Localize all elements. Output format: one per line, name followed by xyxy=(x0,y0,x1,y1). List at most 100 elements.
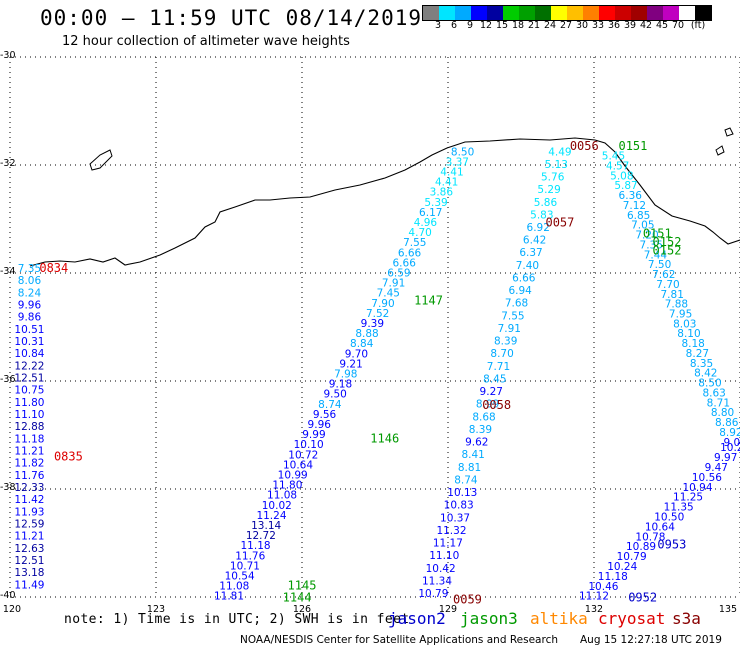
pass-time-label: 1147 xyxy=(414,293,443,307)
wave-height-value: 11.76 xyxy=(235,550,265,562)
legend-swatch xyxy=(439,5,455,21)
wave-height-value: 7.71 xyxy=(487,361,510,373)
map-subtitle: 12 hour collection of altimeter wave hei… xyxy=(62,34,350,49)
wave-height-value: 6.42 xyxy=(523,235,546,247)
wave-height-value: 9.62 xyxy=(465,437,488,449)
island xyxy=(89,149,113,171)
wave-height-value: 7.20 xyxy=(635,230,658,242)
wave-height-value: 5.76 xyxy=(541,172,565,184)
wave-height-value: 11.42 xyxy=(14,494,44,506)
wave-height-value: 5.86 xyxy=(534,197,558,209)
legend-swatch xyxy=(663,5,679,21)
legend-swatch xyxy=(615,5,631,21)
wave-height-value: 4.96 xyxy=(414,217,438,229)
legend-swatch xyxy=(535,5,551,21)
wave-height-value: 11.17 xyxy=(433,538,463,550)
legend-label: 3 xyxy=(434,20,442,31)
pass-time-label: 0057 xyxy=(545,216,574,230)
wave-height-value: 7.12 xyxy=(623,200,646,212)
legend-swatch xyxy=(422,5,439,21)
wave-height-value: 11.24 xyxy=(256,510,286,522)
wave-height-value: 10.75 xyxy=(14,385,44,397)
wave-height-value: 7.88 xyxy=(665,299,688,311)
wave-height-value: 8.68 xyxy=(472,411,495,423)
wave-height-value: 3.37 xyxy=(446,156,469,168)
wave-height-value: 11.18 xyxy=(598,571,628,583)
wave-height-value: 5.83 xyxy=(530,209,553,221)
wave-height-value: 10.71 xyxy=(230,560,260,572)
wave-height-value: 10.79 xyxy=(617,551,647,563)
wave-height-value: 9.97 xyxy=(714,452,737,464)
satellite-name: cryosat xyxy=(598,609,666,628)
wave-height-value: 8.86 xyxy=(715,417,739,429)
wave-height-value: 11.12 xyxy=(579,591,609,603)
wave-height-value: 13.14 xyxy=(251,520,281,532)
wave-height-value: 8.80 xyxy=(711,407,734,419)
wave-height-value: 10.64 xyxy=(645,521,675,533)
pass-time-label: 0953 xyxy=(657,537,686,551)
coastline xyxy=(29,137,740,267)
pass-time-label: 1144 xyxy=(283,590,312,604)
wave-height-value: 8.39 xyxy=(494,336,517,348)
wave-height-value: 7.91 xyxy=(382,278,405,290)
wave-height-value: 9.96 xyxy=(308,419,332,431)
wave-height-value: 7.98 xyxy=(334,368,357,380)
wave-height-value: 9.47 xyxy=(705,462,728,474)
wave-height-value: 13.18 xyxy=(14,567,44,579)
satellite-name: jason3 xyxy=(460,609,518,628)
pass-time-label: 1145 xyxy=(288,578,317,592)
wave-height-value: 6.66 xyxy=(393,257,417,269)
legend-label: 30 xyxy=(575,20,589,31)
legend-label: 45 xyxy=(655,20,669,31)
longitude-tick-label: 120 xyxy=(2,604,22,615)
wave-height-value: 7.90 xyxy=(371,298,394,310)
wave-height-value: 8.99 xyxy=(476,399,499,411)
wave-height-value: 7.55 xyxy=(501,310,524,322)
wave-height-value: 7.45 xyxy=(377,288,400,300)
wave-height-value: 5.13 xyxy=(545,159,568,171)
wave-height-value: 11.93 xyxy=(14,506,44,518)
wave-height-value: 10.56 xyxy=(692,472,722,484)
wave-height-value: 10.79 xyxy=(418,588,448,600)
wave-height-value: 11.21 xyxy=(14,531,44,543)
wave-height-value: 5.87 xyxy=(614,180,637,192)
pass-time-label: 0151 xyxy=(643,226,672,240)
pass-time-label: 0056 xyxy=(570,139,599,153)
legend-label: 27 xyxy=(559,20,573,31)
wave-height-value: 9.27 xyxy=(480,386,503,398)
longitude-tick-label: 123 xyxy=(146,604,166,615)
wave-height-value: 12.63 xyxy=(14,543,44,555)
wave-height-value: 6.17 xyxy=(419,207,442,219)
wave-height-value: 10.31 xyxy=(14,336,44,348)
wave-height-value: 8.45 xyxy=(483,373,506,385)
legend-swatch xyxy=(583,5,599,21)
color-scale-labels: 3 6 9 12 15 18 21 24 27 30 33 36 39 42 45 70 (ft) xyxy=(422,20,740,34)
wave-height-value: 8.50 xyxy=(698,378,721,390)
wave-height-value: 9.96 xyxy=(18,299,42,311)
wave-height-value: 11.21 xyxy=(14,445,44,457)
wave-height-value: 11.80 xyxy=(14,397,44,409)
wave-height-value: 8.92 xyxy=(719,427,740,439)
legend-label: 33 xyxy=(591,20,605,31)
wave-height-value: 7.95 xyxy=(669,309,692,321)
wave-height-value: 8.71 xyxy=(707,397,730,409)
wave-height-value: 10.51 xyxy=(14,324,44,336)
wave-height-value: 9.05 xyxy=(723,437,740,449)
wave-height-value: 8.63 xyxy=(702,387,725,399)
pass-time-label: 0152 xyxy=(653,244,682,258)
wave-height-value: 8.03 xyxy=(673,318,696,330)
wave-height-value: 6.66 xyxy=(512,272,536,284)
wave-height-value: 4.57 xyxy=(606,160,629,172)
map-title: 00:00 – 11:59 UTC 08/14/2019 xyxy=(40,6,423,30)
lat-lon-grid xyxy=(9,56,740,598)
longitude-tick-label: 126 xyxy=(292,604,312,615)
legend-swatch xyxy=(567,5,583,21)
legend-swatch xyxy=(631,5,647,21)
wave-height-value: 8.70 xyxy=(490,348,513,360)
wave-height-value: 11.49 xyxy=(14,579,44,591)
wave-height-value: 7.50 xyxy=(648,259,671,271)
wave-height-value: 10.89 xyxy=(626,541,656,553)
wave-height-value: 7.44 xyxy=(644,249,668,261)
wave-height-value: 11.08 xyxy=(267,490,297,502)
